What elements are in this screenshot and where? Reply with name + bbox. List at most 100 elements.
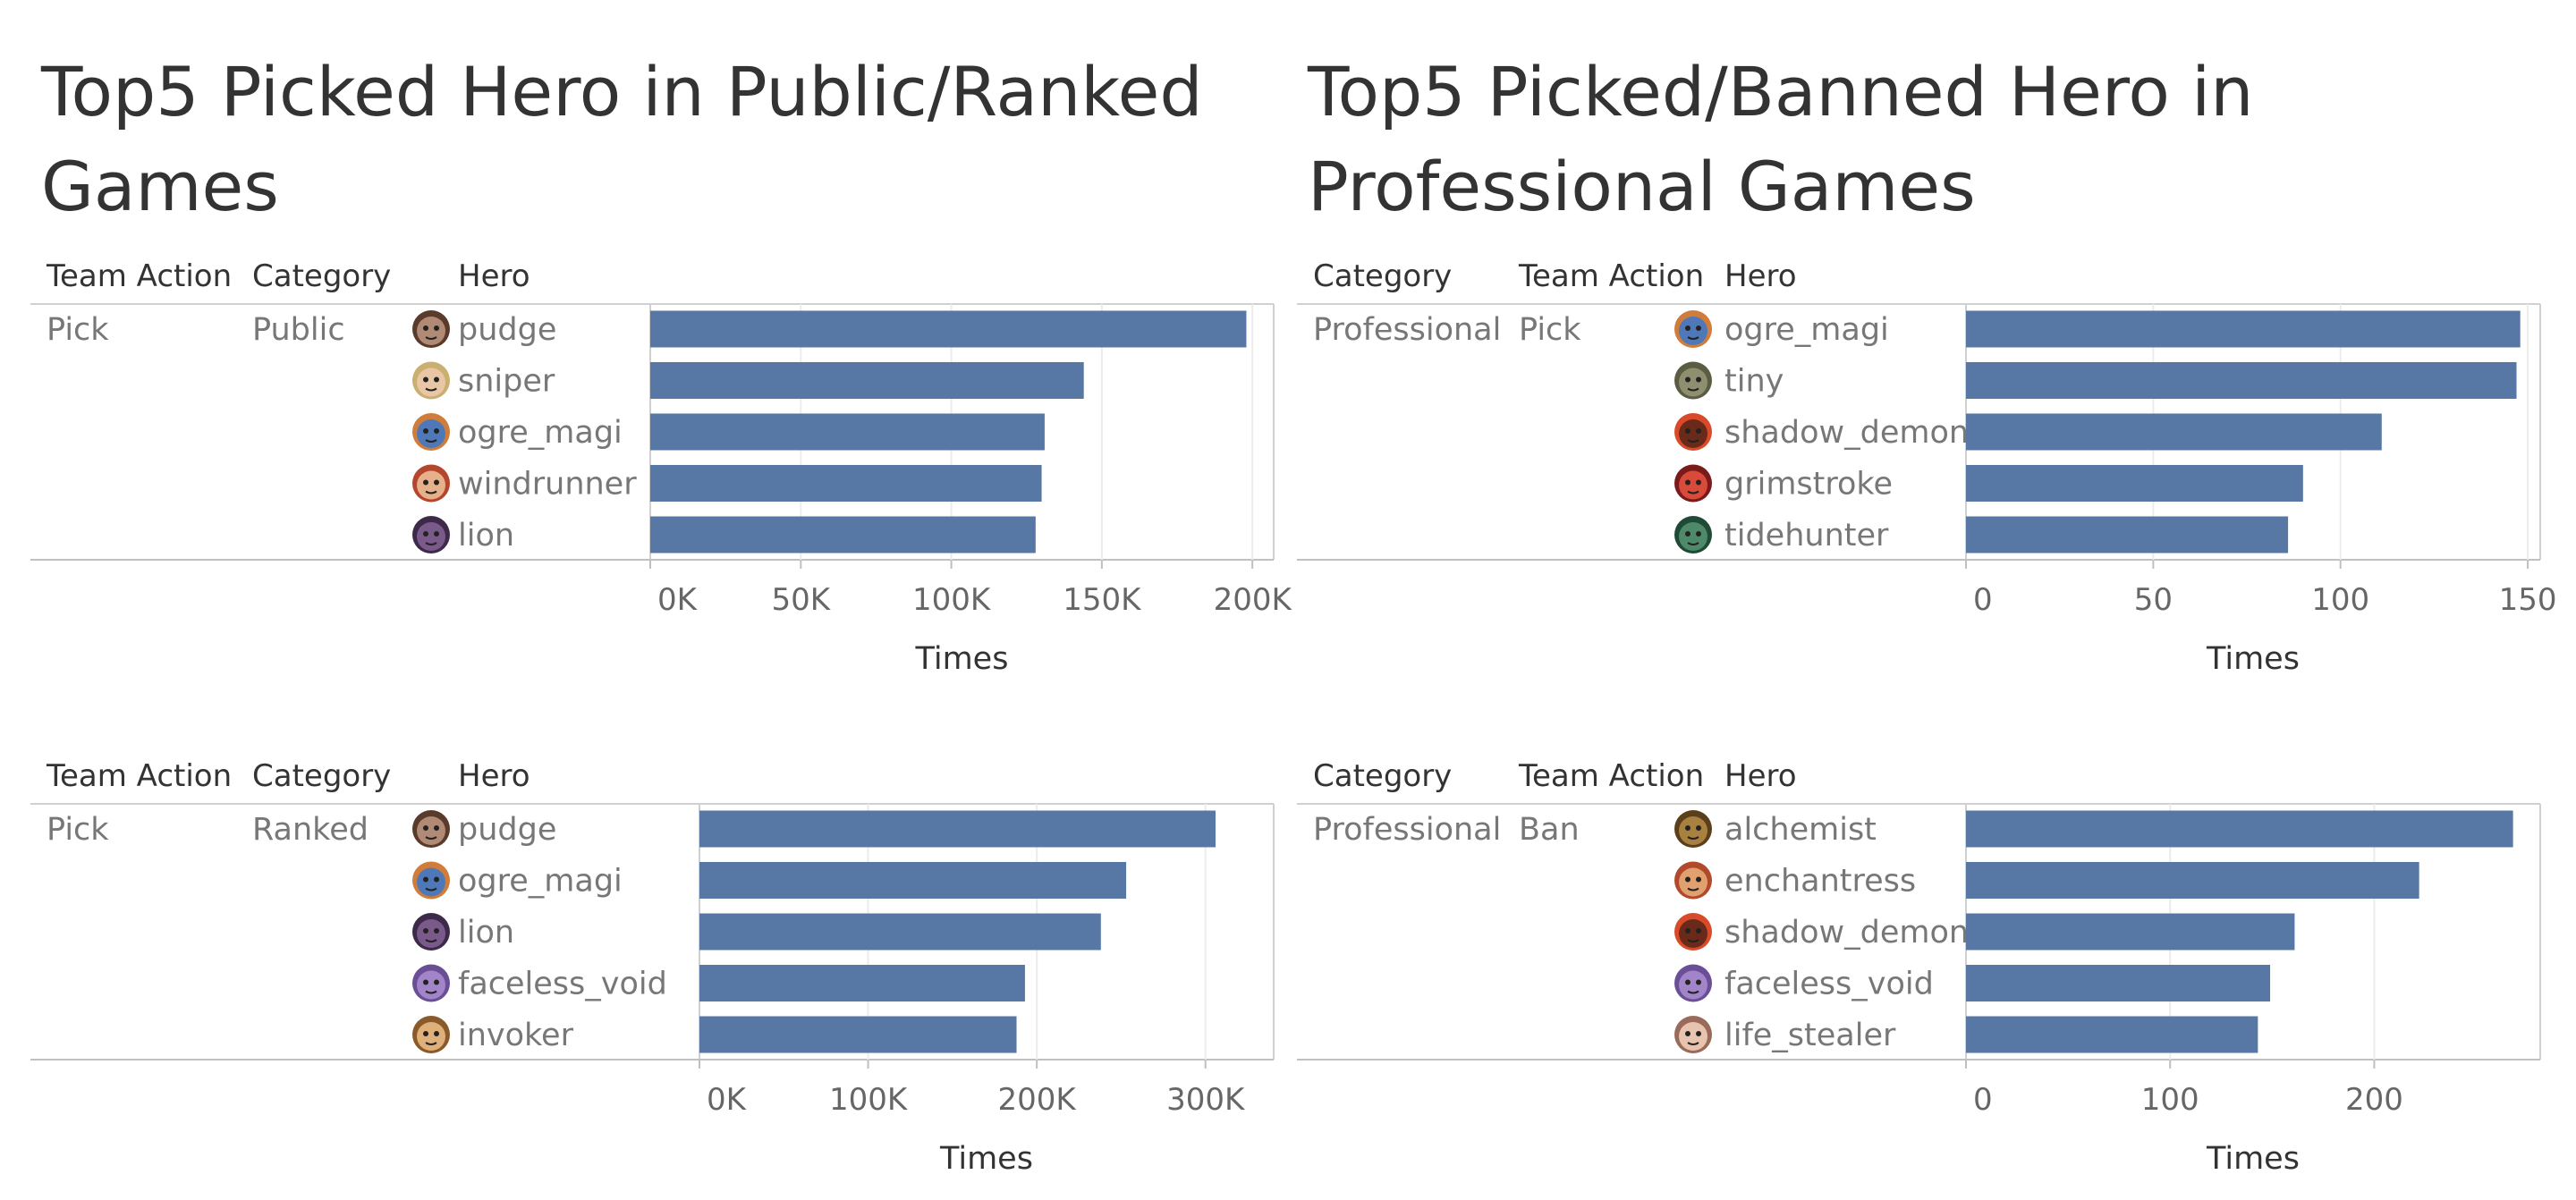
column-header-category: Category [252,258,391,294]
faceless-void-icon [1674,964,1712,1002]
column-header-team-action: Team Action [46,758,232,794]
right-chart-title: Top5 Picked/Banned Hero in Professional … [1308,52,2254,226]
lion-icon [412,913,450,951]
bar [1966,465,2303,502]
column-header-team-action: Team Action [1518,758,1704,794]
hero-label: shadow_demon [1724,415,1969,451]
bar [699,965,1025,1001]
bar [1966,862,2419,899]
tick-label: 200K [998,1082,1078,1118]
ogre-magi-icon [412,861,450,900]
row-label-professional: Professional [1313,312,1501,348]
bar [650,413,1045,451]
column-header-category: Category [252,758,391,794]
hero-label: tiny [1724,364,1784,400]
grimstroke-icon [1674,464,1712,503]
shadow-demon-icon [1674,413,1712,451]
column-header-team-action: Team Action [46,258,232,294]
shadow-demon-icon [1674,913,1712,951]
professional-pick-chart: Category Team Action Hero Professional Pick o… [1297,258,2557,677]
bar [1966,362,2517,399]
bar [650,310,1247,348]
hero-label: tidehunter [1724,518,1889,554]
hero-label: lion [458,518,514,554]
row-label-pick: Pick [1519,312,1581,348]
column-header-team-action: Team Action [1518,258,1704,294]
tidehunter-icon [1674,516,1712,554]
column-header-hero: Hero [458,258,530,294]
x-axis-label: Times [2206,641,2300,677]
tick-label: 150K [1063,582,1142,618]
tick-label: 50K [772,582,832,618]
alchemist-icon [1674,810,1712,848]
tick-label: 0 [1973,1082,1993,1118]
column-header-category: Category [1313,258,1452,294]
faceless-void-icon [412,964,450,1002]
hero-label: life_stealer [1724,1018,1896,1053]
bar [1966,965,2271,1001]
bar [1966,913,2295,951]
bar [1966,810,2513,848]
row-label-public: Public [252,312,345,348]
hero-label: windrunner [458,467,637,503]
tick-label: 300K [1166,1082,1246,1118]
hero-label: sniper [458,364,555,400]
tiny-icon [1674,361,1712,400]
tick-label: 200K [1214,582,1293,618]
hero-label: faceless_void [1724,967,1934,1002]
hero-label: pudge [458,312,556,348]
ogre-magi-icon [1674,310,1712,348]
x-axis-label: Times [915,641,1009,677]
row-label-pick: Pick [47,312,109,348]
hero-label: faceless_void [458,967,667,1002]
x-axis-label: Times [2206,1141,2300,1177]
tick-label: 0 [1973,582,1993,618]
bar [699,862,1127,899]
hero-label: lion [458,915,514,951]
hero-label: ogre_magi [458,415,623,451]
pudge-icon [412,810,450,848]
column-header-category: Category [1313,758,1452,794]
pudge-icon [412,310,450,348]
left-chart-title: Top5 Picked Hero in Public/Ranked Games [41,52,1203,226]
bar [1966,310,2521,348]
tick-label: 0K [657,582,699,618]
row-label-ban: Ban [1519,812,1580,848]
hero-label: alchemist [1724,812,1877,848]
tick-label: 100 [2141,1082,2199,1118]
row-label-pick: Pick [47,812,109,848]
tick-label: 0K [707,1082,748,1118]
hero-label: enchantress [1724,864,1916,900]
public-pick-chart: Team Action Category Hero Pick Public pudge sn… [30,258,1292,677]
tick-label: 50 [2134,582,2173,618]
tick-label: 200 [2345,1082,2403,1118]
column-header-hero: Hero [458,758,530,794]
ranked-pick-chart: Team Action Category Hero Pick Ranked pudge og… [30,758,1275,1177]
tick-label: 100K [829,1082,909,1118]
lion-icon [412,516,450,554]
hero-label: shadow_demon [1724,915,1969,951]
row-label-professional: Professional [1313,812,1501,848]
bar [699,913,1101,951]
tick-label: 100K [912,582,992,618]
tick-label: 150 [2499,582,2557,618]
invoker-icon [412,1016,450,1053]
column-header-hero: Hero [1724,758,1797,794]
sniper-icon [412,361,450,400]
hero-label: invoker [458,1018,574,1053]
enchantress-icon [1674,861,1712,900]
windrunner-icon [412,464,450,503]
bar [1966,413,2382,451]
x-axis-label: Times [939,1141,1033,1177]
bar [1966,1016,2258,1053]
bar [1966,516,2289,554]
ogre-magi-icon [412,413,450,451]
hero-label: grimstroke [1724,467,1893,503]
bar [650,362,1084,399]
bar [650,516,1036,554]
row-label-ranked: Ranked [252,812,369,848]
tick-label: 100 [2311,582,2369,618]
hero-label: ogre_magi [458,864,623,900]
hero-label: pudge [458,812,556,848]
bar [699,810,1216,848]
